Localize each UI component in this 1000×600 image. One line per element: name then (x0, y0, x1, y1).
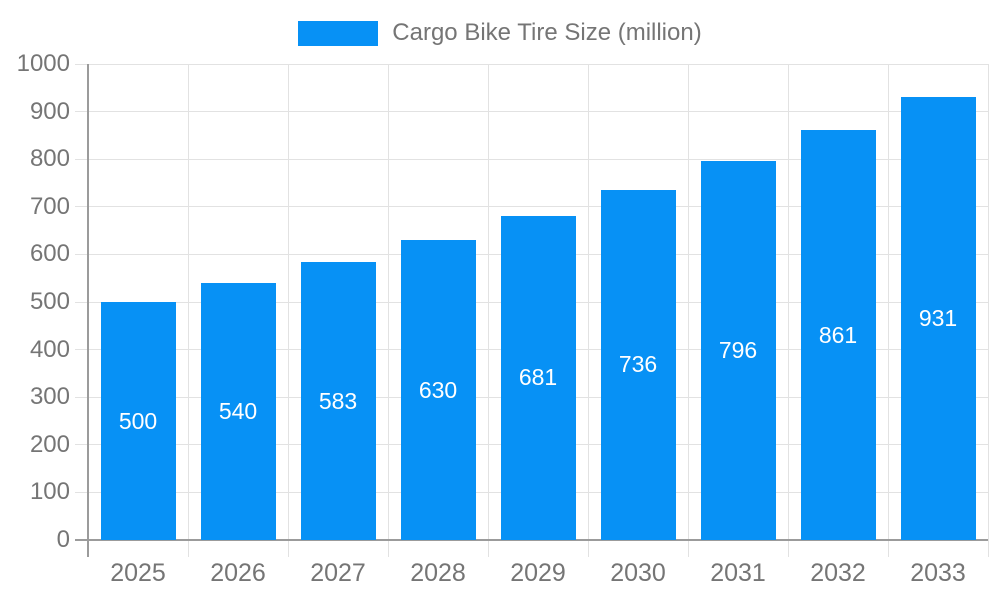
x-tick-mark (187, 540, 189, 557)
x-tick-label: 2026 (210, 559, 266, 587)
y-tick-label: 500 (29, 288, 70, 315)
x-gridline (287, 64, 289, 540)
bar-2026: 540 (200, 282, 276, 540)
x-tick-label: 2025 (110, 559, 166, 587)
x-tick-label: 2027 (310, 559, 366, 587)
bar-value-label: 630 (418, 376, 458, 403)
bar-2029: 681 (500, 215, 576, 540)
y-tick-label: 400 (29, 335, 70, 363)
y-tick-label: 1000 (16, 50, 70, 77)
bar-value-label: 583 (318, 387, 358, 414)
bar-value-label: 931 (918, 304, 958, 331)
y-tick-label: 100 (29, 478, 70, 506)
y-tick-mark (75, 396, 88, 398)
legend-label: Cargo Bike Tire Size (million) (392, 19, 702, 46)
y-tick-label: 800 (29, 145, 70, 173)
x-gridline (987, 64, 989, 540)
bar-value-label: 736 (618, 351, 658, 378)
y-tick-mark (75, 301, 88, 303)
x-tick-mark (487, 540, 489, 557)
y-tick-label: 0 (56, 526, 70, 553)
y-tick-label: 300 (29, 383, 70, 411)
y-gridline (88, 63, 988, 65)
bar-value-label: 540 (218, 397, 258, 424)
y-tick-label: 200 (29, 430, 70, 458)
x-tick-mark (287, 540, 289, 557)
x-tick-mark (987, 540, 989, 557)
x-tick-mark (687, 540, 689, 557)
x-tick-label: 2030 (610, 559, 666, 587)
bar-2025: 500 (100, 302, 176, 540)
y-gridline (88, 158, 988, 160)
bar-2028: 630 (400, 240, 476, 540)
x-tick-label: 2033 (910, 559, 966, 587)
y-gridline (88, 206, 988, 208)
y-tick-mark (75, 111, 88, 113)
bar-value-label: 796 (718, 337, 758, 364)
x-tick-mark (387, 540, 389, 557)
bar-value-label: 500 (118, 407, 158, 434)
bar-value-label: 861 (818, 321, 858, 348)
plot-area: 0 100 200 300 400 500 600 700 800 900 1000 500 2025 5… (17, 52, 989, 586)
bar-2032: 861 (800, 130, 876, 540)
x-tick-mark (887, 540, 889, 557)
bar-2033: 931 (900, 96, 976, 540)
y-tick-label: 900 (29, 97, 70, 125)
y-tick-mark (75, 253, 88, 255)
bar-value-label: 681 (518, 364, 558, 391)
y-tick-label: 700 (29, 192, 70, 220)
y-tick-mark (75, 158, 88, 160)
x-gridline (487, 64, 489, 540)
x-tick-mark (787, 540, 789, 557)
y-tick-label: 600 (29, 240, 70, 268)
legend-swatch (298, 20, 379, 46)
x-gridline (787, 64, 789, 540)
x-tick-label: 2032 (810, 559, 866, 587)
x-tick-mark (587, 540, 589, 557)
y-axis-line (87, 64, 89, 557)
bar-2030: 736 (600, 189, 676, 540)
y-tick-mark (75, 491, 88, 493)
x-tick-label: 2031 (710, 559, 766, 587)
x-gridline (187, 64, 189, 540)
x-gridline (587, 64, 589, 540)
legend: Cargo Bike Tire Size (million) (0, 19, 1000, 47)
y-tick-mark (75, 349, 88, 351)
x-gridline (887, 64, 889, 540)
x-gridline (387, 64, 389, 540)
y-tick-mark (75, 206, 88, 208)
bar-2027: 583 (300, 262, 376, 540)
y-tick-mark (75, 63, 88, 65)
y-gridline (88, 111, 988, 113)
bar-2031: 796 (700, 161, 776, 540)
y-tick-mark (75, 444, 88, 446)
x-gridline (687, 64, 689, 540)
x-axis-line (75, 539, 988, 541)
x-tick-label: 2028 (410, 559, 466, 587)
x-tick-label: 2029 (510, 559, 566, 587)
